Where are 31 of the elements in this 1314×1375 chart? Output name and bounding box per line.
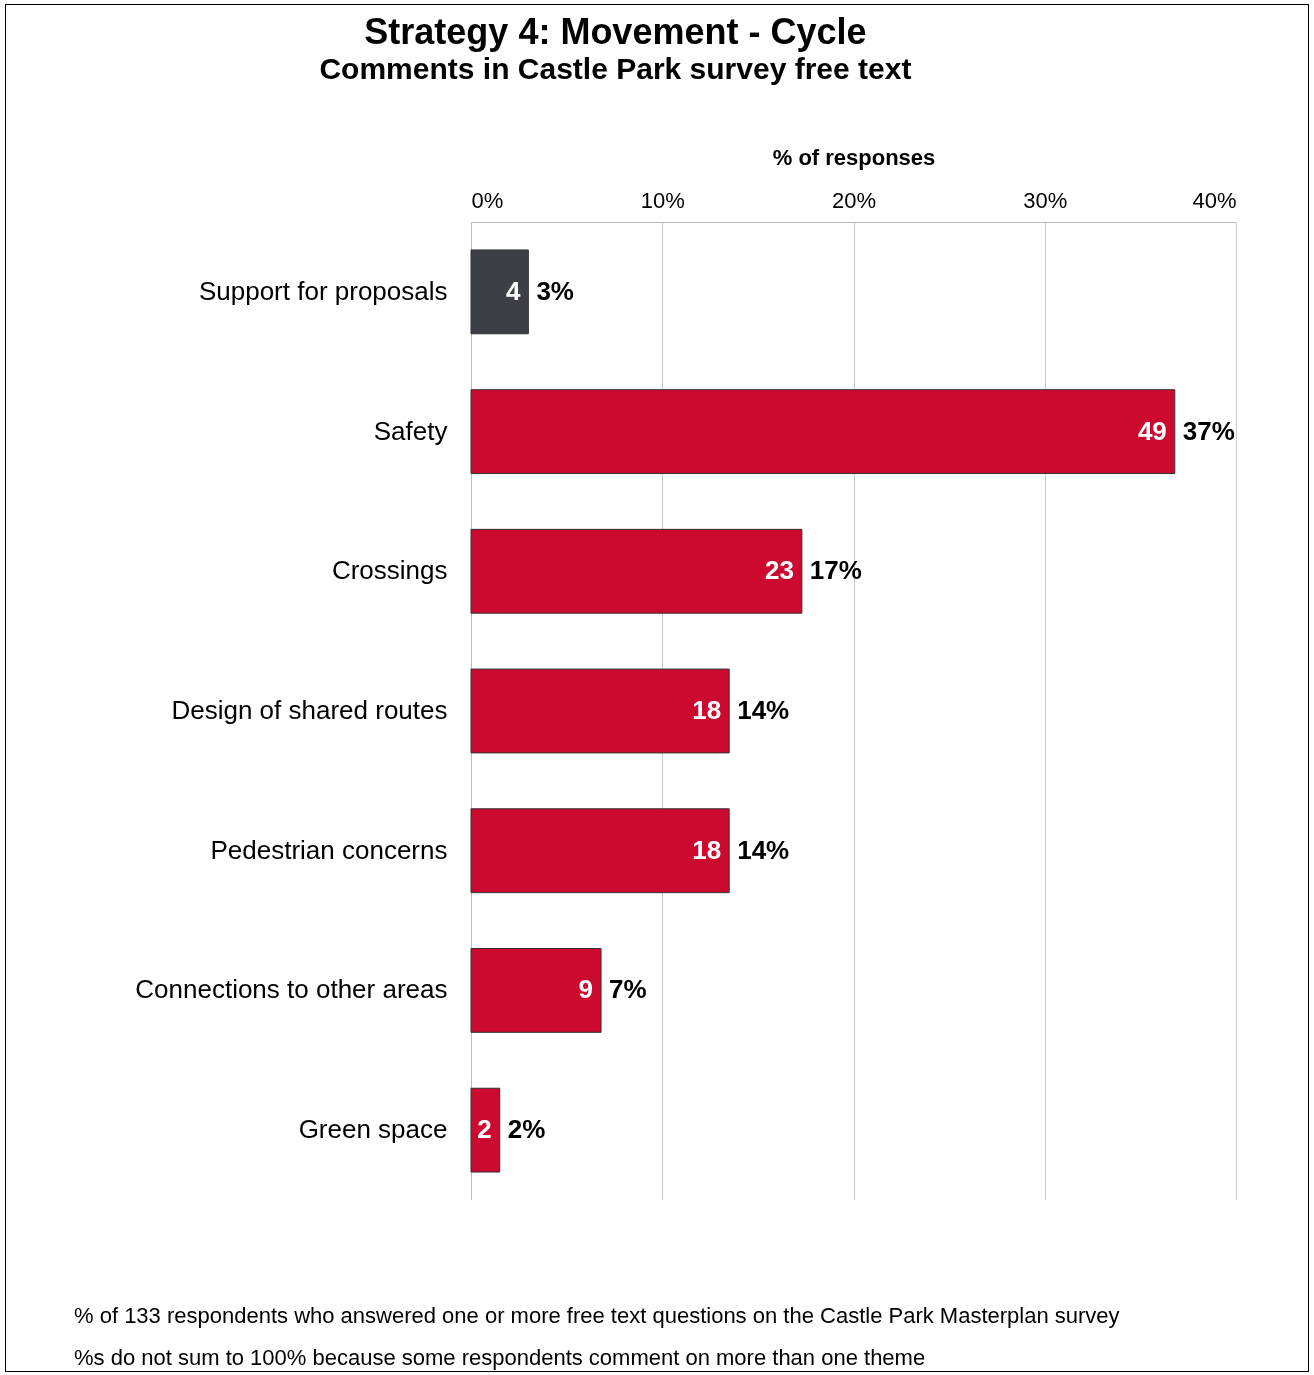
data-label: 2% bbox=[507, 1114, 546, 1145]
y-tick-label: Green space bbox=[298, 1114, 448, 1145]
annotation: 9 bbox=[578, 974, 594, 1005]
annotation: 18 bbox=[692, 834, 722, 865]
y-tick-label: Connections to other areas bbox=[135, 974, 448, 1005]
data-label: 3% bbox=[536, 275, 574, 306]
y-tick-label: Support for proposals bbox=[198, 275, 448, 306]
y-tick-label: Safety bbox=[373, 415, 448, 446]
data-label: 14% bbox=[737, 834, 790, 865]
annotation: 4 bbox=[505, 275, 521, 306]
x-tick-label: 10% bbox=[640, 187, 685, 213]
data-label: 7% bbox=[609, 974, 647, 1005]
y-tick-label: Crossings bbox=[331, 555, 448, 586]
data-label: 14% bbox=[737, 695, 790, 725]
y-tick-label: Design of shared routes bbox=[171, 695, 448, 725]
x-tick-label: 20% bbox=[831, 187, 877, 213]
x-tick-label: 30% bbox=[1023, 187, 1068, 213]
data-label: 17% bbox=[809, 555, 862, 586]
x-tick-label: 0% bbox=[471, 187, 504, 213]
data-label: 37% bbox=[1182, 415, 1235, 446]
annotation: 18 bbox=[692, 695, 722, 725]
x-axis-title: % of responses bbox=[772, 144, 936, 170]
text: %s do not sum to 100% because some respondents comment on more than one theme bbox=[74, 1344, 927, 1372]
y-tick-label: Pedestrian concerns bbox=[210, 834, 448, 865]
text: % of 133 respondents who answered one or more free text questions on the Castle Park Masterplan survey bbox=[74, 1302, 1120, 1330]
annotation: 49 bbox=[1137, 415, 1167, 446]
chart-title: Strategy 4: Movement - Cycle bbox=[364, 11, 867, 52]
annotation: 2 bbox=[477, 1114, 492, 1145]
annotation: 23 bbox=[764, 555, 794, 586]
chart-subtitle: Comments in Castle Park survey free text bbox=[319, 52, 912, 85]
x-tick-label: 40% bbox=[1192, 187, 1237, 213]
